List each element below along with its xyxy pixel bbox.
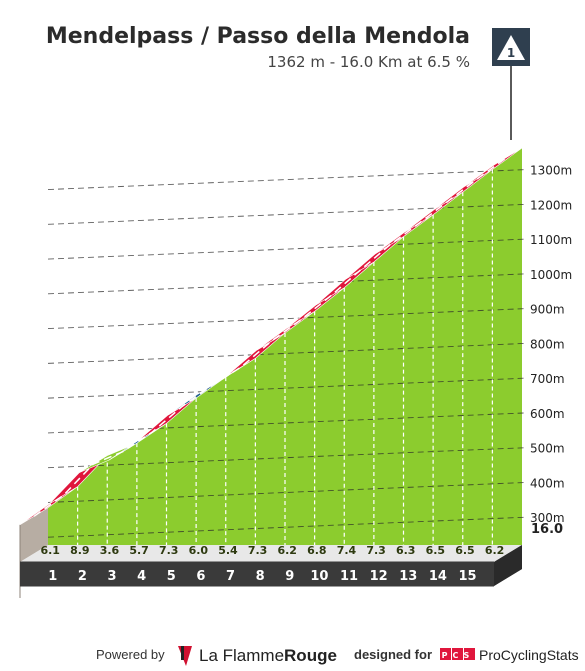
altitude-tick-label: 300m (530, 511, 565, 525)
flag-icon (178, 646, 192, 666)
km-label: 14 (429, 569, 447, 584)
gradient-label: 7.3 (248, 544, 268, 557)
gradient-label: 3.6 (100, 544, 120, 557)
category-badge-label: 1 (507, 46, 515, 60)
powered-by-text: Powered by (96, 647, 165, 662)
distance-base-group (20, 545, 522, 587)
total-distance-label: 16.0 (531, 522, 563, 537)
road-centerline (33, 155, 509, 517)
gradient-label: 6.5 (455, 544, 475, 557)
pcs-name-text: ProCyclingStats (479, 647, 579, 663)
base-end-face (494, 545, 522, 586)
altitude-tick-label: 1000m (530, 268, 572, 282)
km-label: 11 (340, 569, 358, 584)
pcs-logo-square-c (452, 648, 463, 660)
altitude-tick-label: 400m (530, 476, 565, 490)
gradient-label: 5.7 (129, 544, 149, 557)
km-label: 2 (78, 569, 87, 584)
gradient-label: 8.9 (70, 544, 90, 557)
chart-subtitle: 1362 m - 16.0 Km at 6.5 % (267, 53, 470, 71)
gradient-label: 6.2 (485, 544, 505, 557)
altitude-tick-label: 800m (530, 337, 565, 351)
base-front-face (20, 561, 494, 587)
altitude-gridline (47, 169, 527, 191)
km-label: 7 (226, 569, 235, 584)
km-label: 3 (108, 569, 117, 584)
pcs-logo-square-p (440, 648, 451, 660)
gradient-label: 7.4 (337, 544, 357, 557)
km-label: 10 (310, 569, 328, 584)
gradient-label: 5.4 (218, 544, 238, 557)
gradient-label: 6.1 (40, 544, 60, 557)
km-label: 4 (137, 569, 146, 584)
gradient-label: 6.2 (277, 544, 297, 557)
gradient-label: 6.3 (396, 544, 416, 557)
gradient-label: 7.3 (159, 544, 179, 557)
category-badge: 1 (492, 28, 530, 66)
altitude-tick-label: 1300m (530, 164, 572, 178)
gradient-label: 6.8 (307, 544, 327, 557)
pcs-logo-square-s (464, 648, 475, 660)
altitude-tick-label: 500m (530, 442, 565, 456)
altitude-tick-label: 600m (530, 407, 565, 421)
brand-bold: Rouge (284, 646, 337, 665)
km-label: 5 (167, 569, 176, 584)
pcs-badge-text: PCS (442, 651, 475, 660)
start-edge (19, 524, 21, 598)
label-group: 300m400m500m600m700m800m900m1000m1100m12… (40, 164, 572, 584)
brand-name: La FlammeRouge (199, 646, 337, 665)
altitude-tick-label: 900m (530, 303, 565, 317)
chart-title: Mendelpass / Passo della Mendola (46, 24, 470, 49)
pcs-logo: PCS (440, 648, 475, 660)
category-triangle-icon (497, 35, 525, 60)
km-label: 13 (399, 569, 417, 584)
base-top-face (20, 545, 522, 562)
la-flamme-rouge-logo (178, 646, 192, 666)
brand-light: La Flamme (199, 646, 284, 665)
altitude-tick-label: 700m (530, 372, 565, 386)
start-face (20, 507, 48, 562)
km-label: 15 (459, 569, 477, 584)
flag-pole-icon (181, 646, 184, 660)
km-label: 6 (196, 569, 205, 584)
km-label: 8 (256, 569, 265, 584)
profile-area-group (19, 148, 522, 598)
gradient-label: 7.3 (366, 544, 386, 557)
gradient-ribbon-group (19, 147, 523, 526)
km-label: 12 (370, 569, 388, 584)
km-label: 9 (285, 569, 294, 584)
km-label: 1 (48, 569, 57, 584)
designed-for-text: designed for (354, 647, 432, 662)
gradient-label: 6.5 (426, 544, 446, 557)
gradient-label: 6.0 (189, 544, 209, 557)
km-gridline-group (77, 169, 493, 545)
altitude-tick-label: 1100m (530, 233, 572, 247)
altitude-tick-label: 1200m (530, 198, 572, 212)
